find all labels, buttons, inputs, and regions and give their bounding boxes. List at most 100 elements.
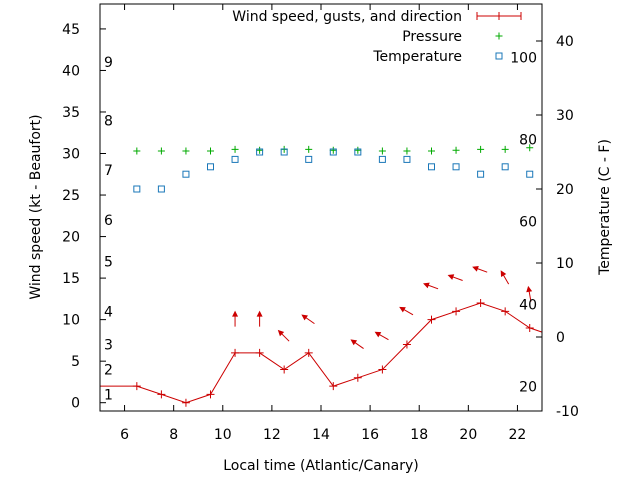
fahrenheit-label: 20: [519, 380, 537, 396]
beaufort-label: 7: [104, 163, 113, 179]
y-tick-label: 45: [62, 22, 80, 38]
pressure-point: [329, 146, 337, 154]
temperature-point: [256, 148, 264, 156]
y-tick-label: 25: [62, 188, 80, 204]
wind-speed-point: [476, 299, 485, 308]
pressure-point: [354, 146, 362, 154]
beaufort-label: 1: [104, 387, 113, 403]
pressure-point: [231, 145, 239, 153]
temperature-point: [207, 163, 214, 171]
temperature-point: [452, 163, 460, 171]
y2-tick-label: 30: [556, 108, 574, 124]
wind-speed-point: [501, 307, 510, 316]
beaufort-label: 4: [104, 304, 113, 320]
temperature-point: [354, 148, 362, 156]
x-tick-label: 14: [312, 427, 330, 443]
pressure-point: [428, 147, 435, 155]
pressure-point: [403, 147, 411, 155]
wind-direction-arrow: [301, 314, 315, 325]
y2-tick-label: 10: [556, 256, 574, 272]
temperature-point: [477, 170, 485, 178]
x-tick-label: 20: [459, 427, 477, 443]
temperature-point: [157, 185, 165, 193]
y-axis-label: Wind speed (kt - Beaufort): [28, 114, 44, 299]
beaufort-label: 5: [104, 254, 113, 270]
wind-arrow-head: [447, 274, 455, 280]
wind-direction-arrow: [447, 274, 463, 281]
wind-arrow-head: [500, 270, 507, 278]
x-tick-label: 12: [263, 427, 281, 443]
wind-direction-arrow: [500, 270, 510, 285]
y-tick-label: 30: [62, 147, 80, 163]
y2-tick-label: 40: [556, 34, 574, 50]
pressure-point: [305, 145, 313, 153]
x-tick-label: 22: [509, 427, 527, 443]
temperature-point: [133, 185, 141, 193]
wind-arrow-head: [399, 306, 406, 313]
wind-direction-arrow: [256, 310, 263, 327]
pressure-point: [256, 146, 264, 154]
temperature-point: [526, 170, 534, 178]
temperature-point: [403, 155, 411, 163]
wind-speed-line: [100, 302, 543, 404]
temperature-point: [501, 163, 509, 171]
wind-arrow-head: [232, 310, 239, 317]
y-tick-label: 5: [71, 354, 80, 370]
series-layer: [100, 144, 543, 407]
pressure-point: [157, 147, 165, 155]
beaufort-label: 9: [104, 55, 113, 71]
pressure-point: [207, 147, 214, 155]
beaufort-label: 2: [104, 362, 113, 378]
legend-label: Temperature: [372, 49, 462, 65]
beaufort-label: 8: [104, 113, 113, 129]
wind-speed-point: [157, 390, 166, 399]
wind-arrow-head: [374, 331, 382, 338]
wind-direction-arrow: [374, 331, 389, 341]
wind-direction-arrow: [399, 306, 414, 316]
wind-speed-point: [181, 398, 190, 407]
wind-arrow-head: [423, 282, 430, 289]
temperature-point: [305, 155, 313, 163]
wind-speed-point: [452, 307, 461, 316]
temperature-point: [280, 148, 288, 156]
pressure-point: [133, 147, 141, 155]
pressure-point: [182, 147, 190, 155]
pressure-point: [501, 145, 509, 153]
y-tick-label: 0: [71, 396, 80, 412]
beaufort-label: 3: [104, 338, 113, 354]
wind-direction-arrow: [472, 265, 488, 273]
wind-speed-point: [353, 373, 362, 382]
fahrenheit-label: 60: [519, 215, 537, 231]
legend: Wind speed, gusts, and direction Pressure…: [232, 9, 522, 65]
y-tick-label: 35: [62, 105, 80, 121]
wind-speed-point: [402, 340, 411, 349]
wind-arrow-head: [256, 310, 263, 317]
wind-speed-point: [427, 315, 436, 324]
wind-arrow-head: [526, 285, 533, 293]
x-tick-label: 8: [169, 427, 178, 443]
wind-arrow-head: [350, 339, 358, 346]
pressure-point: [452, 146, 460, 154]
wind-direction-arrow: [277, 329, 290, 342]
wind-speed-point: [255, 348, 264, 357]
wind-direction-arrow: [526, 285, 533, 302]
wind-speed-point: [206, 390, 215, 399]
x-tick-label: 18: [410, 427, 428, 443]
wind-speed-point: [304, 348, 313, 357]
temperature-point: [231, 155, 239, 163]
x-tick-label: 6: [120, 427, 129, 443]
pressure-point: [526, 144, 534, 152]
wind-arrow-head: [301, 314, 308, 321]
wind-speed-point: [525, 323, 534, 332]
y-tick-label: 10: [62, 313, 80, 329]
fahrenheit-label: 40: [519, 297, 537, 313]
temperature-point: [329, 148, 337, 156]
legend-label: Pressure: [402, 29, 462, 45]
wind-direction-arrow: [232, 310, 239, 327]
wind-speed-point: [329, 382, 338, 391]
legend-marker: [495, 52, 503, 60]
beaufort-label: 6: [104, 213, 113, 229]
y-tick-label: 40: [62, 63, 80, 79]
wind-speed-point: [280, 365, 289, 374]
